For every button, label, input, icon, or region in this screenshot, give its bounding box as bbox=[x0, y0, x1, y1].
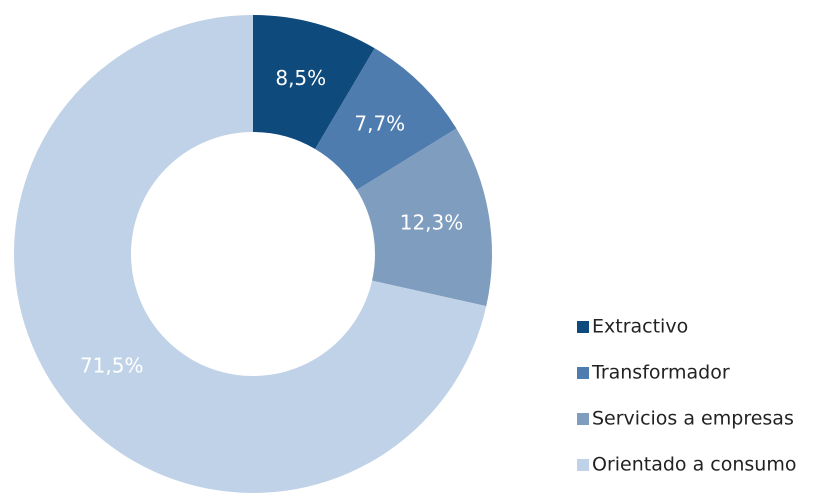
legend-swatch bbox=[577, 321, 589, 333]
legend-swatch bbox=[577, 367, 589, 379]
donut-slice bbox=[315, 48, 457, 190]
legend-label: Extractivo bbox=[592, 316, 688, 338]
legend-swatch bbox=[577, 413, 589, 425]
legend-label: Transformador bbox=[591, 362, 730, 384]
value-label: 71,5% bbox=[80, 354, 144, 378]
value-label: 8,5% bbox=[275, 66, 326, 90]
donut-slice bbox=[253, 15, 375, 149]
donut-slice bbox=[356, 128, 492, 307]
value-label: 7,7% bbox=[354, 111, 405, 135]
legend-label: Servicios a empresas bbox=[592, 408, 794, 430]
value-label: 12,3% bbox=[400, 211, 464, 235]
donut-slice bbox=[13, 15, 487, 493]
legend-swatch bbox=[577, 459, 589, 471]
legend-label: Orientado a consumo bbox=[592, 454, 796, 476]
